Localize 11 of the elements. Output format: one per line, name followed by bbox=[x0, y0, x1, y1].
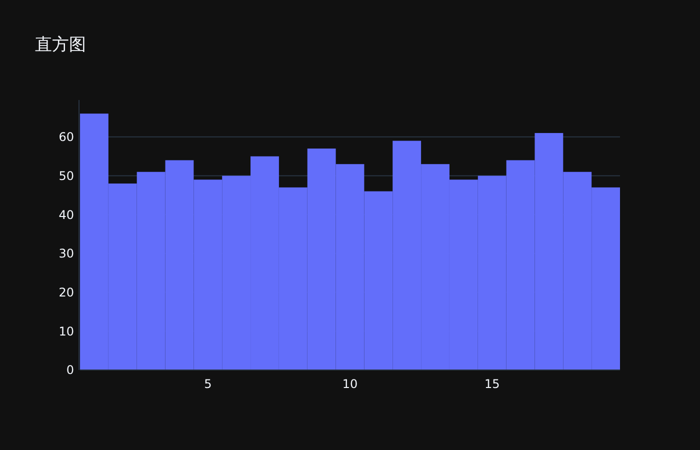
y-tick-label: 60 bbox=[58, 130, 74, 144]
y-tick-label: 30 bbox=[58, 246, 74, 261]
chart-title: 直方图 bbox=[35, 35, 86, 55]
y-tick-label: 50 bbox=[58, 168, 74, 183]
y-tick-label: 40 bbox=[58, 208, 74, 222]
x-tick-label: 5 bbox=[204, 377, 212, 391]
x-tick-label: 15 bbox=[484, 377, 500, 391]
y-tick-label: 0 bbox=[66, 363, 74, 378]
y-tick-label: 20 bbox=[58, 286, 74, 300]
y-tick-label: 10 bbox=[58, 324, 74, 338]
x-tick-label: 10 bbox=[342, 377, 358, 391]
